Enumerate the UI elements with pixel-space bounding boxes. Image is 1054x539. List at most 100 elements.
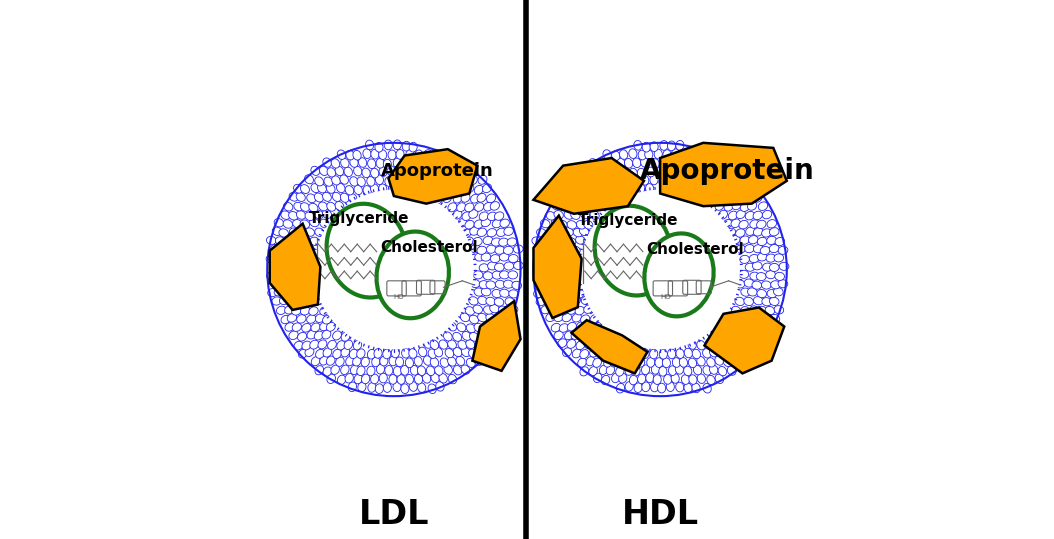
Ellipse shape	[354, 374, 363, 384]
Ellipse shape	[375, 142, 383, 152]
Ellipse shape	[401, 158, 408, 168]
Ellipse shape	[315, 177, 324, 186]
Ellipse shape	[589, 348, 599, 357]
Ellipse shape	[409, 159, 416, 168]
Ellipse shape	[469, 349, 477, 358]
Ellipse shape	[664, 375, 671, 384]
Ellipse shape	[554, 313, 563, 322]
Ellipse shape	[323, 192, 331, 202]
Ellipse shape	[293, 219, 302, 228]
Ellipse shape	[775, 272, 784, 280]
Ellipse shape	[319, 219, 329, 228]
Ellipse shape	[555, 192, 565, 201]
Ellipse shape	[350, 158, 358, 167]
Ellipse shape	[441, 186, 449, 195]
Ellipse shape	[726, 331, 736, 340]
Ellipse shape	[296, 315, 306, 323]
Ellipse shape	[440, 340, 448, 349]
Ellipse shape	[434, 348, 443, 357]
Ellipse shape	[706, 358, 716, 367]
Ellipse shape	[310, 237, 319, 245]
Ellipse shape	[692, 194, 701, 203]
Ellipse shape	[378, 150, 387, 160]
Ellipse shape	[761, 281, 772, 289]
Ellipse shape	[633, 177, 642, 186]
Circle shape	[314, 190, 473, 349]
Ellipse shape	[281, 315, 291, 324]
Ellipse shape	[351, 365, 358, 375]
Ellipse shape	[462, 176, 471, 185]
Ellipse shape	[766, 254, 776, 262]
Ellipse shape	[368, 349, 375, 359]
Polygon shape	[270, 224, 320, 310]
Ellipse shape	[766, 236, 777, 245]
Ellipse shape	[606, 348, 616, 357]
Ellipse shape	[650, 382, 659, 392]
Ellipse shape	[567, 220, 577, 229]
Ellipse shape	[315, 365, 324, 375]
Ellipse shape	[567, 201, 575, 210]
Ellipse shape	[697, 374, 705, 383]
Ellipse shape	[391, 348, 399, 358]
Ellipse shape	[371, 168, 378, 178]
Ellipse shape	[551, 201, 561, 210]
Ellipse shape	[279, 229, 289, 237]
Ellipse shape	[575, 307, 585, 315]
Ellipse shape	[495, 280, 505, 288]
Ellipse shape	[671, 374, 679, 383]
Ellipse shape	[469, 315, 479, 324]
Ellipse shape	[762, 316, 772, 324]
Ellipse shape	[474, 341, 484, 350]
Text: HO: HO	[660, 294, 670, 300]
Ellipse shape	[638, 168, 645, 178]
Ellipse shape	[505, 298, 514, 306]
Ellipse shape	[739, 220, 748, 229]
Ellipse shape	[724, 340, 733, 348]
Ellipse shape	[301, 270, 311, 278]
Ellipse shape	[467, 358, 475, 368]
Ellipse shape	[599, 331, 607, 340]
Ellipse shape	[307, 194, 316, 203]
Ellipse shape	[346, 150, 354, 160]
Ellipse shape	[266, 255, 276, 263]
Ellipse shape	[448, 357, 456, 366]
Ellipse shape	[337, 150, 346, 160]
Ellipse shape	[745, 263, 755, 271]
Ellipse shape	[710, 330, 720, 339]
Ellipse shape	[546, 212, 555, 220]
Ellipse shape	[409, 142, 417, 152]
Ellipse shape	[735, 297, 744, 306]
Text: Apoprotein: Apoprotein	[640, 157, 815, 185]
Ellipse shape	[362, 168, 370, 178]
Ellipse shape	[362, 357, 369, 367]
Ellipse shape	[315, 349, 325, 358]
Ellipse shape	[590, 192, 600, 201]
Ellipse shape	[727, 177, 736, 186]
Ellipse shape	[731, 341, 740, 350]
Ellipse shape	[327, 374, 335, 383]
Ellipse shape	[279, 264, 290, 272]
Ellipse shape	[457, 218, 467, 227]
Ellipse shape	[287, 314, 296, 322]
Ellipse shape	[546, 263, 555, 271]
Ellipse shape	[288, 262, 298, 270]
Ellipse shape	[513, 245, 523, 253]
Ellipse shape	[392, 176, 401, 185]
Ellipse shape	[305, 245, 314, 253]
Ellipse shape	[267, 272, 276, 280]
Ellipse shape	[297, 263, 308, 271]
Ellipse shape	[477, 246, 487, 254]
Ellipse shape	[737, 314, 746, 323]
Ellipse shape	[616, 367, 624, 376]
Ellipse shape	[447, 183, 455, 192]
Ellipse shape	[469, 333, 479, 341]
Ellipse shape	[448, 203, 456, 212]
Ellipse shape	[410, 365, 418, 375]
Ellipse shape	[585, 186, 593, 195]
Ellipse shape	[311, 288, 320, 297]
Ellipse shape	[558, 339, 567, 348]
Ellipse shape	[285, 306, 294, 314]
Ellipse shape	[554, 331, 563, 340]
Ellipse shape	[409, 382, 417, 391]
Ellipse shape	[297, 280, 308, 288]
